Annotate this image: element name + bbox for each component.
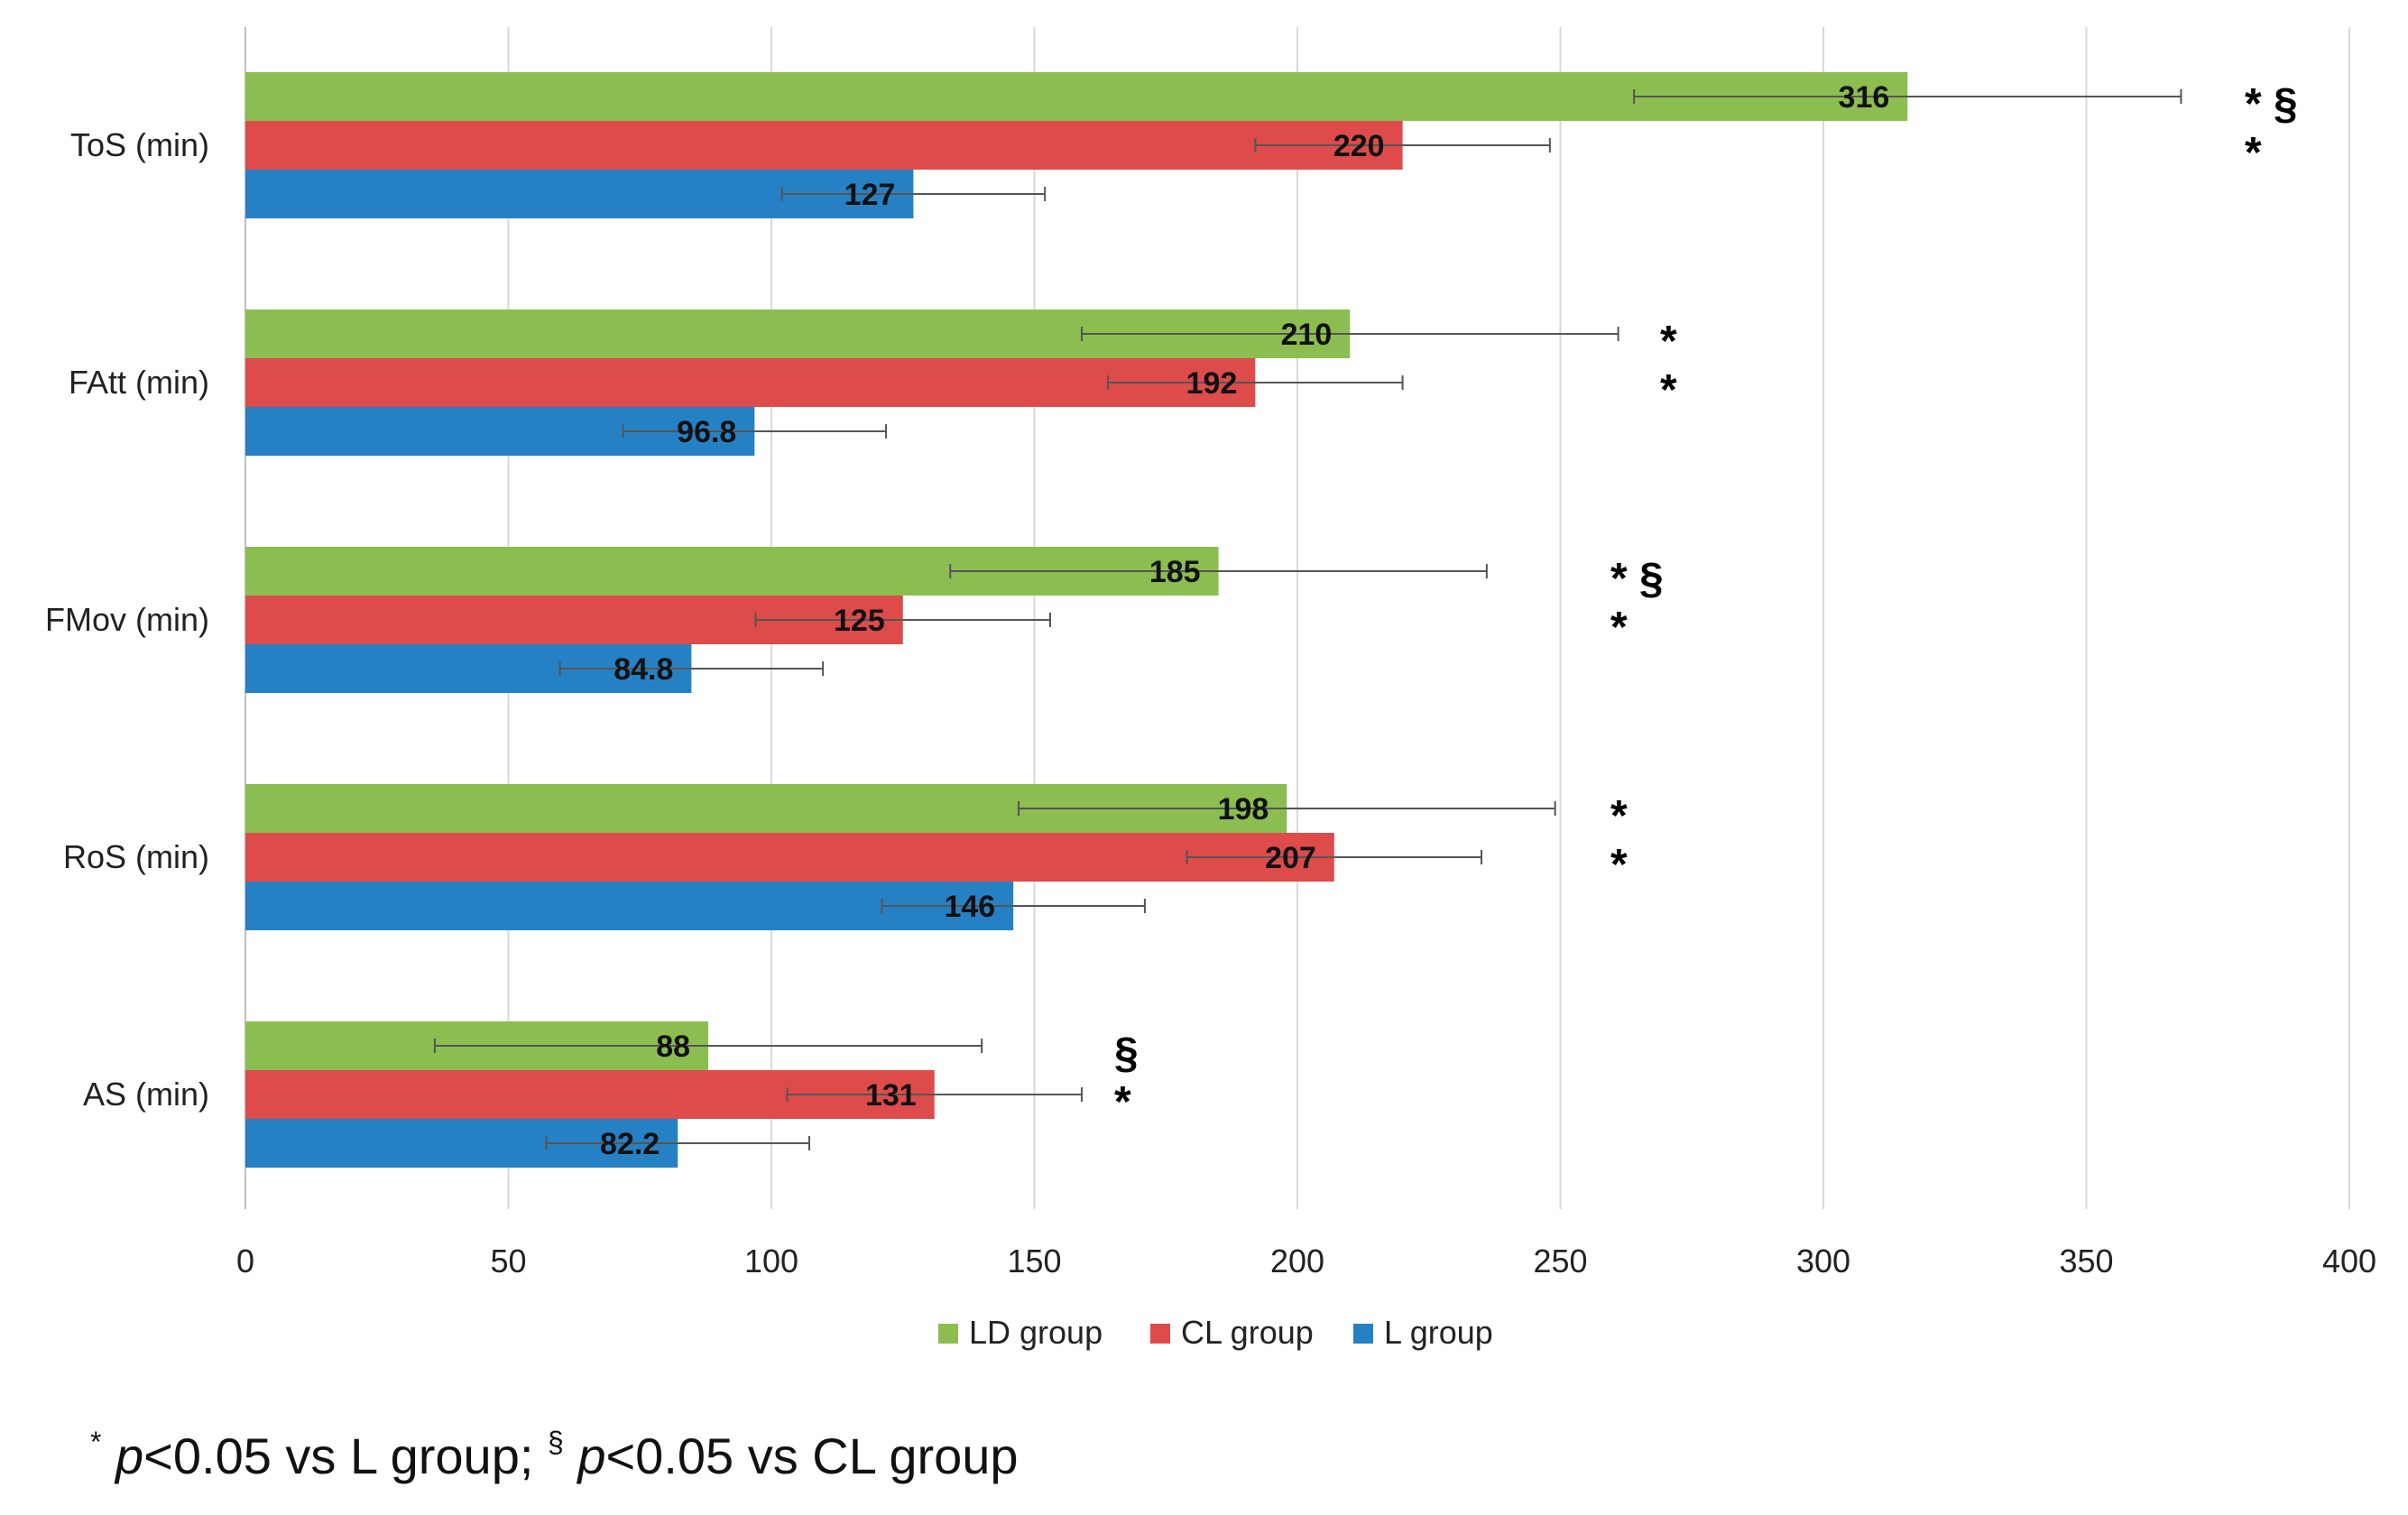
footnote-section-symbol: § [547,1426,564,1458]
legend: LD group CL group L group [938,1314,1493,1351]
x-tick-label: 400 [2322,1242,2376,1279]
bar [245,833,1334,882]
x-tick-label: 150 [1007,1242,1061,1279]
footnote-p-italic: p [115,1427,144,1484]
bars: 316 * § 220 * 127 210 * 192 * 96.8 185 * § 125 * 84.8 1… [245,72,2298,1168]
data-label: 131 [865,1078,917,1113]
significance-mark: * [1114,1078,1131,1126]
legend-swatch [938,1324,958,1344]
data-label: 125 [834,604,885,638]
x-tick-label: 350 [2059,1242,2113,1279]
data-label: 82.2 [600,1127,660,1161]
category-label: FAtt (min) [69,364,209,401]
x-tick-label: 50 [490,1242,526,1279]
data-label: 210 [1281,318,1333,352]
legend-label: L group [1384,1314,1493,1351]
data-label: 207 [1265,841,1316,875]
grid-lines [507,27,2350,1209]
x-axis: 0 50 100 150 200 250 300 350 400 [236,27,2376,1279]
footnote-p-italic-2: p [577,1427,606,1484]
x-tick-label: 100 [744,1242,798,1279]
significance-mark: * [2245,129,2262,177]
bar [245,72,1908,121]
bar [245,358,1256,407]
legend-swatch [1150,1324,1170,1344]
data-label: 96.8 [677,415,736,449]
significance-mark: * [1610,841,1628,889]
category-label: AS (min) [83,1076,209,1113]
x-tick-label: 300 [1796,1242,1850,1279]
legend-label: LD group [969,1314,1103,1351]
significance-mark: § [1114,1030,1139,1077]
x-tick-label: 250 [1533,1242,1587,1279]
footnote-star-text: <0.05 vs L group; [143,1427,548,1484]
category-label: ToS (min) [70,126,209,163]
significance-mark: * § [2245,80,2298,128]
x-tick-label: 0 [236,1242,254,1279]
data-label: 220 [1333,129,1385,163]
category-label: RoS (min) [63,838,209,875]
significance-mark: * [1660,366,1677,414]
significance-mark: * § [1610,555,1664,603]
legend-swatch [1353,1324,1373,1344]
data-label: 84.8 [614,652,673,687]
bar [245,121,1403,170]
data-label: 198 [1218,792,1269,827]
data-label: 146 [944,890,995,924]
footnote-star-symbol: * [90,1426,102,1458]
category-label: FMov (min) [45,601,209,638]
significance-footnote: * p<0.05 vs L group; § p<0.05 vs CL grou… [90,1426,1019,1485]
legend-label: CL group [1181,1314,1314,1351]
data-label: 185 [1149,555,1201,589]
footnote-section-text: <0.05 vs CL group [605,1427,1019,1484]
data-label: 192 [1186,366,1238,401]
x-tick-label: 200 [1270,1242,1324,1279]
data-label: 316 [1839,80,1890,115]
significance-mark: * [1610,604,1628,651]
significance-mark: * [1610,792,1628,840]
category-labels: ToS (min) FAtt (min) FMov (min) RoS (min) AS… [45,126,209,1113]
data-label: 88 [656,1030,690,1064]
data-label: 127 [844,178,896,212]
significance-mark: * [1660,318,1677,365]
